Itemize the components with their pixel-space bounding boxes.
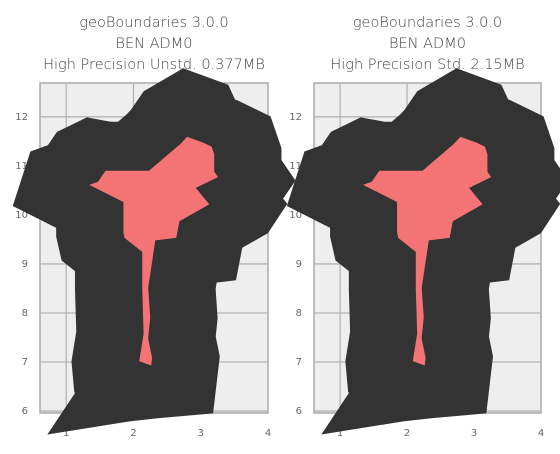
y-tick-label: 8: [296, 308, 302, 319]
panel-title: BEN ADM0: [389, 36, 466, 52]
x-tick-label: 3: [471, 428, 477, 439]
y-tick-label: 12: [15, 112, 28, 123]
y-tick-label: 10: [15, 210, 28, 221]
x-tick-label: 1: [63, 428, 69, 439]
y-tick-label: 6: [22, 406, 28, 417]
y-tick-label: 6: [296, 406, 302, 417]
panel-title: geoBoundaries 3.0.0: [353, 15, 502, 31]
x-tick-label: 2: [130, 428, 136, 439]
y-tick-label: 10: [289, 210, 302, 221]
y-tick-label: 11: [289, 161, 302, 172]
y-tick-label: 12: [289, 112, 302, 123]
x-tick-label: 4: [265, 428, 271, 439]
y-tick-label: 11: [15, 161, 28, 172]
y-tick-label: 8: [22, 308, 28, 319]
panel-title: High Precision Std. 2.15MB: [330, 57, 524, 73]
y-tick-label: 9: [296, 259, 302, 270]
panel-title: BEN ADM0: [116, 36, 193, 52]
x-tick-label: 2: [404, 428, 410, 439]
panel-title: High Precision Unstd. 0.377MB: [43, 57, 265, 73]
y-tick-label: 7: [22, 357, 28, 368]
x-tick-label: 4: [538, 428, 544, 439]
x-tick-label: 3: [198, 428, 204, 439]
y-tick-label: 9: [22, 259, 28, 270]
y-tick-label: 7: [296, 357, 302, 368]
panel-title: geoBoundaries 3.0.0: [79, 15, 228, 31]
x-tick-label: 1: [337, 428, 343, 439]
